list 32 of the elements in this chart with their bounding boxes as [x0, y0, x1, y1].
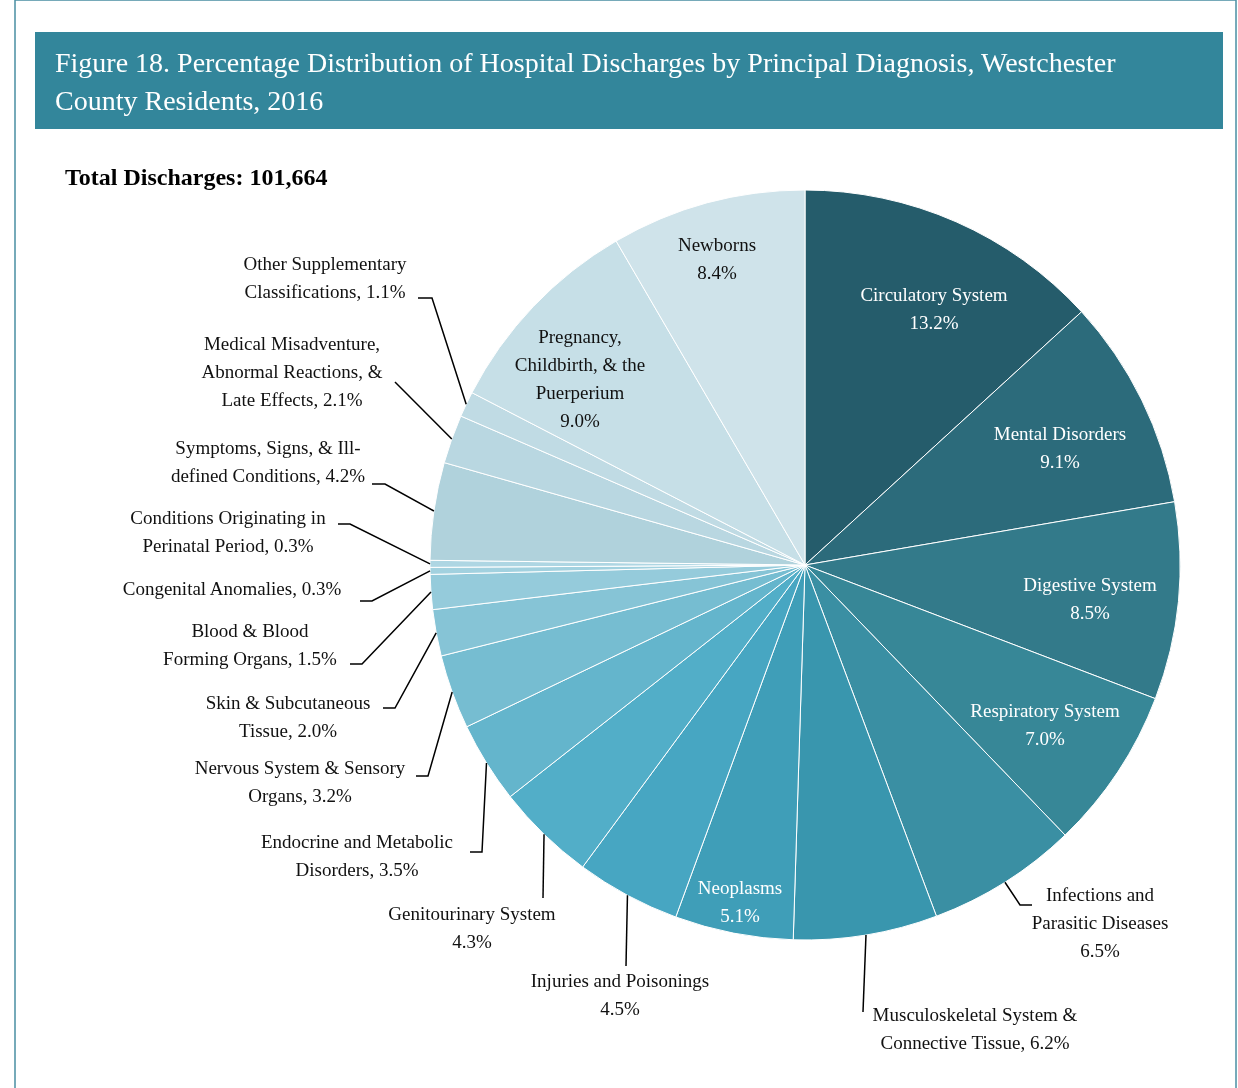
slice-label: Digestive System	[1023, 574, 1157, 595]
slice-label: Congenital Anomalies, 0.3%	[122, 578, 342, 599]
slice-label: Blood & Blood Forming Organs, 1.5%	[163, 620, 338, 669]
slice-label: Genitourinary System	[388, 903, 556, 924]
slice-label: Musculoskeletal System & Connective Tissue, 6.2%	[872, 1004, 1078, 1053]
data-label: 7.0%	[1025, 728, 1065, 749]
data-label: 13.2%	[909, 312, 959, 333]
slice-label: Nervous System & Sensory Organs, 3.2%	[194, 757, 406, 806]
data-label: 6.5%	[1080, 940, 1120, 961]
slice-label: Symptoms, Signs, & Ill-defined Conditions, 4.2%	[170, 437, 366, 486]
slice-label: Neoplasms	[697, 877, 783, 898]
data-label: 4.3%	[452, 931, 492, 952]
slice-label: Newborns	[677, 234, 757, 255]
slice-label: Circulatory System	[860, 284, 1008, 305]
slice-label: Pregnancy, Childbirth, & the Puerperium	[514, 326, 646, 403]
slice-label: Conditions Originating in Perinatal Period, 0.3%	[130, 507, 327, 556]
slice-label: Infections and Parasitic Diseases	[1031, 884, 1169, 933]
data-label: 8.5%	[1070, 602, 1110, 623]
slice-label: Skin & Subcutaneous Tissue, 2.0%	[205, 692, 371, 741]
data-label: 5.1%	[720, 905, 760, 926]
data-label: 9.0%	[560, 410, 600, 431]
chart-title: Figure 18. Percentage Distribution of Hospital Discharges by Principal Diagnosis, Westchester County Residents, 2016	[55, 47, 1117, 116]
slice-label: Injuries and Poisonings	[530, 970, 710, 991]
slice-label: Mental Disorders	[993, 423, 1127, 444]
data-label: 4.5%	[600, 998, 640, 1019]
slice-label: Other Supplementary Classifications, 1.1%	[243, 253, 408, 302]
data-label: 8.4%	[697, 262, 737, 283]
data-label: 9.1%	[1040, 451, 1080, 472]
slice-label: Endocrine and Metabolic Disorders, 3.5%	[260, 831, 454, 880]
slice-label: Medical Misadventure, Abnormal Reactions, & Late Effects, 2.1%	[201, 333, 383, 410]
slice-label: Respiratory System	[970, 700, 1120, 721]
text: Total Discharges: 101,664	[65, 164, 328, 190]
